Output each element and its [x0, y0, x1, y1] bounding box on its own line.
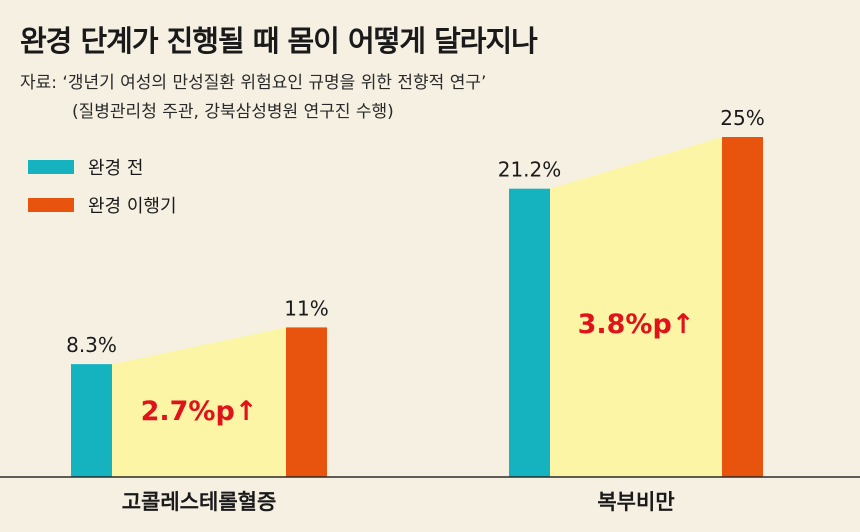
data-label-before: 21.2%	[498, 158, 562, 182]
legend-label-before: 완경 전	[88, 158, 144, 179]
bar-before	[71, 364, 112, 477]
legend-swatch-after	[28, 198, 74, 212]
data-label-after: 11%	[284, 296, 328, 320]
legend-swatch-before	[28, 160, 74, 174]
legend-item-after: 완경 이행기	[28, 186, 177, 224]
bar-after	[286, 327, 327, 477]
increase-band	[550, 137, 722, 477]
bar-after	[722, 137, 763, 477]
source-note: 자료: ‘갱년기 여성의 만성질환 위험요인 규명을 위한 전향적 연구’	[20, 73, 487, 93]
source-note-detail: (질병관리청 주관, 강북삼성병원 연구진 수행)	[72, 102, 394, 122]
chart-title: 완경 단계가 진행될 때 몸이 어떻게 달라지나	[20, 24, 538, 58]
legend-item-before: 완경 전	[28, 148, 177, 186]
legend: 완경 전 완경 이행기	[28, 148, 177, 224]
increase-annotation: 3.8%p↑	[578, 309, 695, 340]
data-label-after: 25%	[720, 106, 764, 130]
bar-before	[509, 188, 550, 477]
category-label: 복부비만	[597, 490, 674, 514]
data-label-before: 8.3%	[66, 333, 117, 357]
increase-annotation: 2.7%p↑	[141, 396, 258, 427]
legend-label-after: 완경 이행기	[88, 196, 177, 217]
category-label: 고콜레스테롤혈증	[122, 490, 277, 514]
increase-band	[112, 327, 286, 477]
